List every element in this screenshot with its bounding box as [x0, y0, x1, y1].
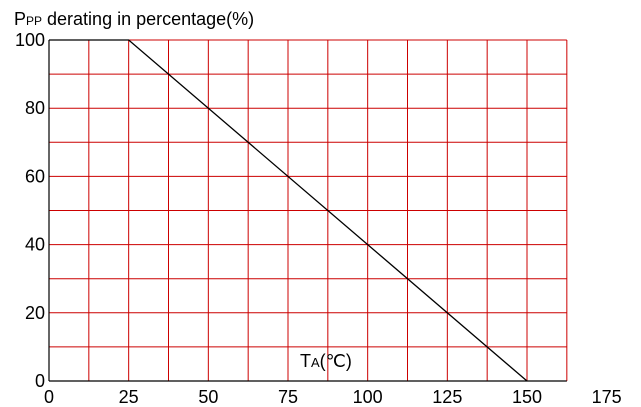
x-tick-label: 175 — [592, 387, 622, 407]
y-tick-labels: 0 20 40 60 80 100 — [15, 30, 45, 391]
x-tick-label: 75 — [278, 387, 298, 407]
chart-title-main: P — [14, 9, 26, 29]
x-tick-label: 25 — [119, 387, 139, 407]
x-axis-label-main: T — [300, 351, 311, 371]
x-axis-label-subscript: A — [311, 355, 320, 370]
x-tick-label: 50 — [198, 387, 218, 407]
y-tick-label: 20 — [25, 303, 45, 323]
x-tick-label: 100 — [353, 387, 383, 407]
y-tick-label: 0 — [35, 371, 45, 391]
series-layer — [49, 39, 528, 382]
y-tick-label: 60 — [25, 166, 45, 186]
y-tick-label: 100 — [15, 30, 45, 50]
chart-title-subscript: PP — [26, 14, 42, 28]
x-tick-label: 125 — [432, 387, 462, 407]
x-axis-label: TA(℃) — [300, 351, 352, 371]
y-tick-label: 40 — [25, 235, 45, 255]
grid-layer — [48, 39, 568, 382]
derating-curve — [49, 39, 528, 382]
x-axis-label-rest: (℃) — [320, 351, 352, 371]
x-tick-label: 150 — [512, 387, 542, 407]
x-tick-labels: 0 25 50 75 100 125 150 175 — [44, 387, 622, 407]
chart-title-rest: derating in percentage(%) — [42, 9, 254, 29]
x-tick-label: 0 — [44, 387, 54, 407]
chart-title: PPP derating in percentage(%) — [14, 9, 254, 29]
axis-layer — [48, 40, 567, 382]
y-tick-label: 80 — [25, 98, 45, 118]
